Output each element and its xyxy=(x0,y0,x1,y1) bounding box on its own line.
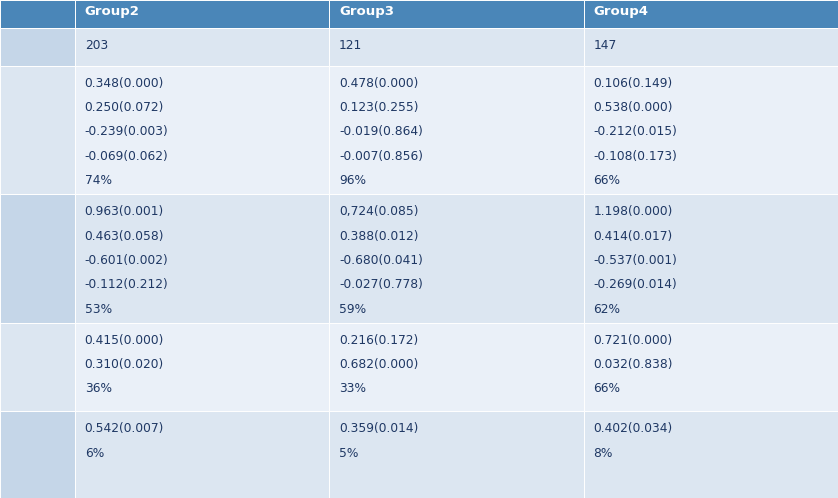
Bar xyxy=(75,411,329,498)
Text: 36%: 36% xyxy=(85,382,111,395)
Text: 0.415(0.000): 0.415(0.000) xyxy=(85,334,164,347)
Text: -0.601(0.002): -0.601(0.002) xyxy=(85,254,168,267)
Bar xyxy=(75,0,329,28)
Text: 0.538(0.000): 0.538(0.000) xyxy=(593,101,673,114)
Bar xyxy=(583,66,838,194)
Text: 0.123(0.255): 0.123(0.255) xyxy=(339,101,419,114)
Bar xyxy=(329,0,583,28)
Bar xyxy=(75,194,329,323)
Text: 53%: 53% xyxy=(85,303,111,316)
Text: 74%: 74% xyxy=(85,174,111,187)
Bar xyxy=(329,28,583,66)
Text: 0.032(0.838): 0.032(0.838) xyxy=(593,358,673,371)
Bar xyxy=(329,66,583,194)
Text: -0.239(0.003): -0.239(0.003) xyxy=(85,125,168,138)
Text: 0,724(0.085): 0,724(0.085) xyxy=(339,205,419,218)
Bar xyxy=(0,28,75,66)
Bar xyxy=(0,66,75,194)
Bar xyxy=(329,411,583,498)
Text: -0.212(0.015): -0.212(0.015) xyxy=(593,125,677,138)
Text: 62%: 62% xyxy=(593,303,621,316)
Text: -0.537(0.001): -0.537(0.001) xyxy=(593,254,677,267)
Bar xyxy=(0,0,75,28)
Text: 0.348(0.000): 0.348(0.000) xyxy=(85,77,164,90)
Text: 33%: 33% xyxy=(339,382,366,395)
Text: -0.069(0.062): -0.069(0.062) xyxy=(85,150,168,163)
Text: Group3: Group3 xyxy=(339,5,394,18)
Bar xyxy=(75,323,329,411)
Text: 6%: 6% xyxy=(85,447,104,460)
Text: 0.682(0.000): 0.682(0.000) xyxy=(339,358,418,371)
Bar xyxy=(329,323,583,411)
Text: -0.108(0.173): -0.108(0.173) xyxy=(593,150,677,163)
Bar xyxy=(75,28,329,66)
Text: 0.216(0.172): 0.216(0.172) xyxy=(339,334,418,347)
Text: 1.198(0.000): 1.198(0.000) xyxy=(593,205,673,218)
Text: Group2: Group2 xyxy=(85,5,139,18)
Text: -0.007(0.856): -0.007(0.856) xyxy=(339,150,423,163)
Text: -0.027(0.778): -0.027(0.778) xyxy=(339,278,423,291)
Text: 59%: 59% xyxy=(339,303,366,316)
Text: 96%: 96% xyxy=(339,174,366,187)
Text: 0.310(0.020): 0.310(0.020) xyxy=(85,358,164,371)
Text: 66%: 66% xyxy=(593,382,621,395)
Text: 121: 121 xyxy=(339,39,362,52)
Bar xyxy=(0,323,75,411)
Text: 66%: 66% xyxy=(593,174,621,187)
Bar xyxy=(329,194,583,323)
Text: 0.388(0.012): 0.388(0.012) xyxy=(339,230,419,243)
Bar xyxy=(583,28,838,66)
Bar xyxy=(583,323,838,411)
Text: 0.478(0.000): 0.478(0.000) xyxy=(339,77,418,90)
Text: 0.106(0.149): 0.106(0.149) xyxy=(593,77,673,90)
Text: 8%: 8% xyxy=(593,447,613,460)
Text: 147: 147 xyxy=(593,39,617,52)
Bar xyxy=(583,194,838,323)
Text: Group4: Group4 xyxy=(593,5,649,18)
Text: -0.112(0.212): -0.112(0.212) xyxy=(85,278,168,291)
Bar xyxy=(583,411,838,498)
Text: 203: 203 xyxy=(85,39,108,52)
Bar xyxy=(583,0,838,28)
Bar xyxy=(0,194,75,323)
Bar xyxy=(0,411,75,498)
Text: 0.250(0.072): 0.250(0.072) xyxy=(85,101,164,114)
Bar xyxy=(75,66,329,194)
Text: 0.721(0.000): 0.721(0.000) xyxy=(593,334,673,347)
Text: -0.680(0.041): -0.680(0.041) xyxy=(339,254,423,267)
Text: 0.414(0.017): 0.414(0.017) xyxy=(593,230,673,243)
Text: 0.402(0.034): 0.402(0.034) xyxy=(593,422,673,435)
Text: 0.963(0.001): 0.963(0.001) xyxy=(85,205,164,218)
Text: 0.359(0.014): 0.359(0.014) xyxy=(339,422,418,435)
Text: 0.463(0.058): 0.463(0.058) xyxy=(85,230,164,243)
Text: -0.269(0.014): -0.269(0.014) xyxy=(593,278,677,291)
Text: 0.542(0.007): 0.542(0.007) xyxy=(85,422,164,435)
Text: -0.019(0.864): -0.019(0.864) xyxy=(339,125,423,138)
Text: 5%: 5% xyxy=(339,447,359,460)
